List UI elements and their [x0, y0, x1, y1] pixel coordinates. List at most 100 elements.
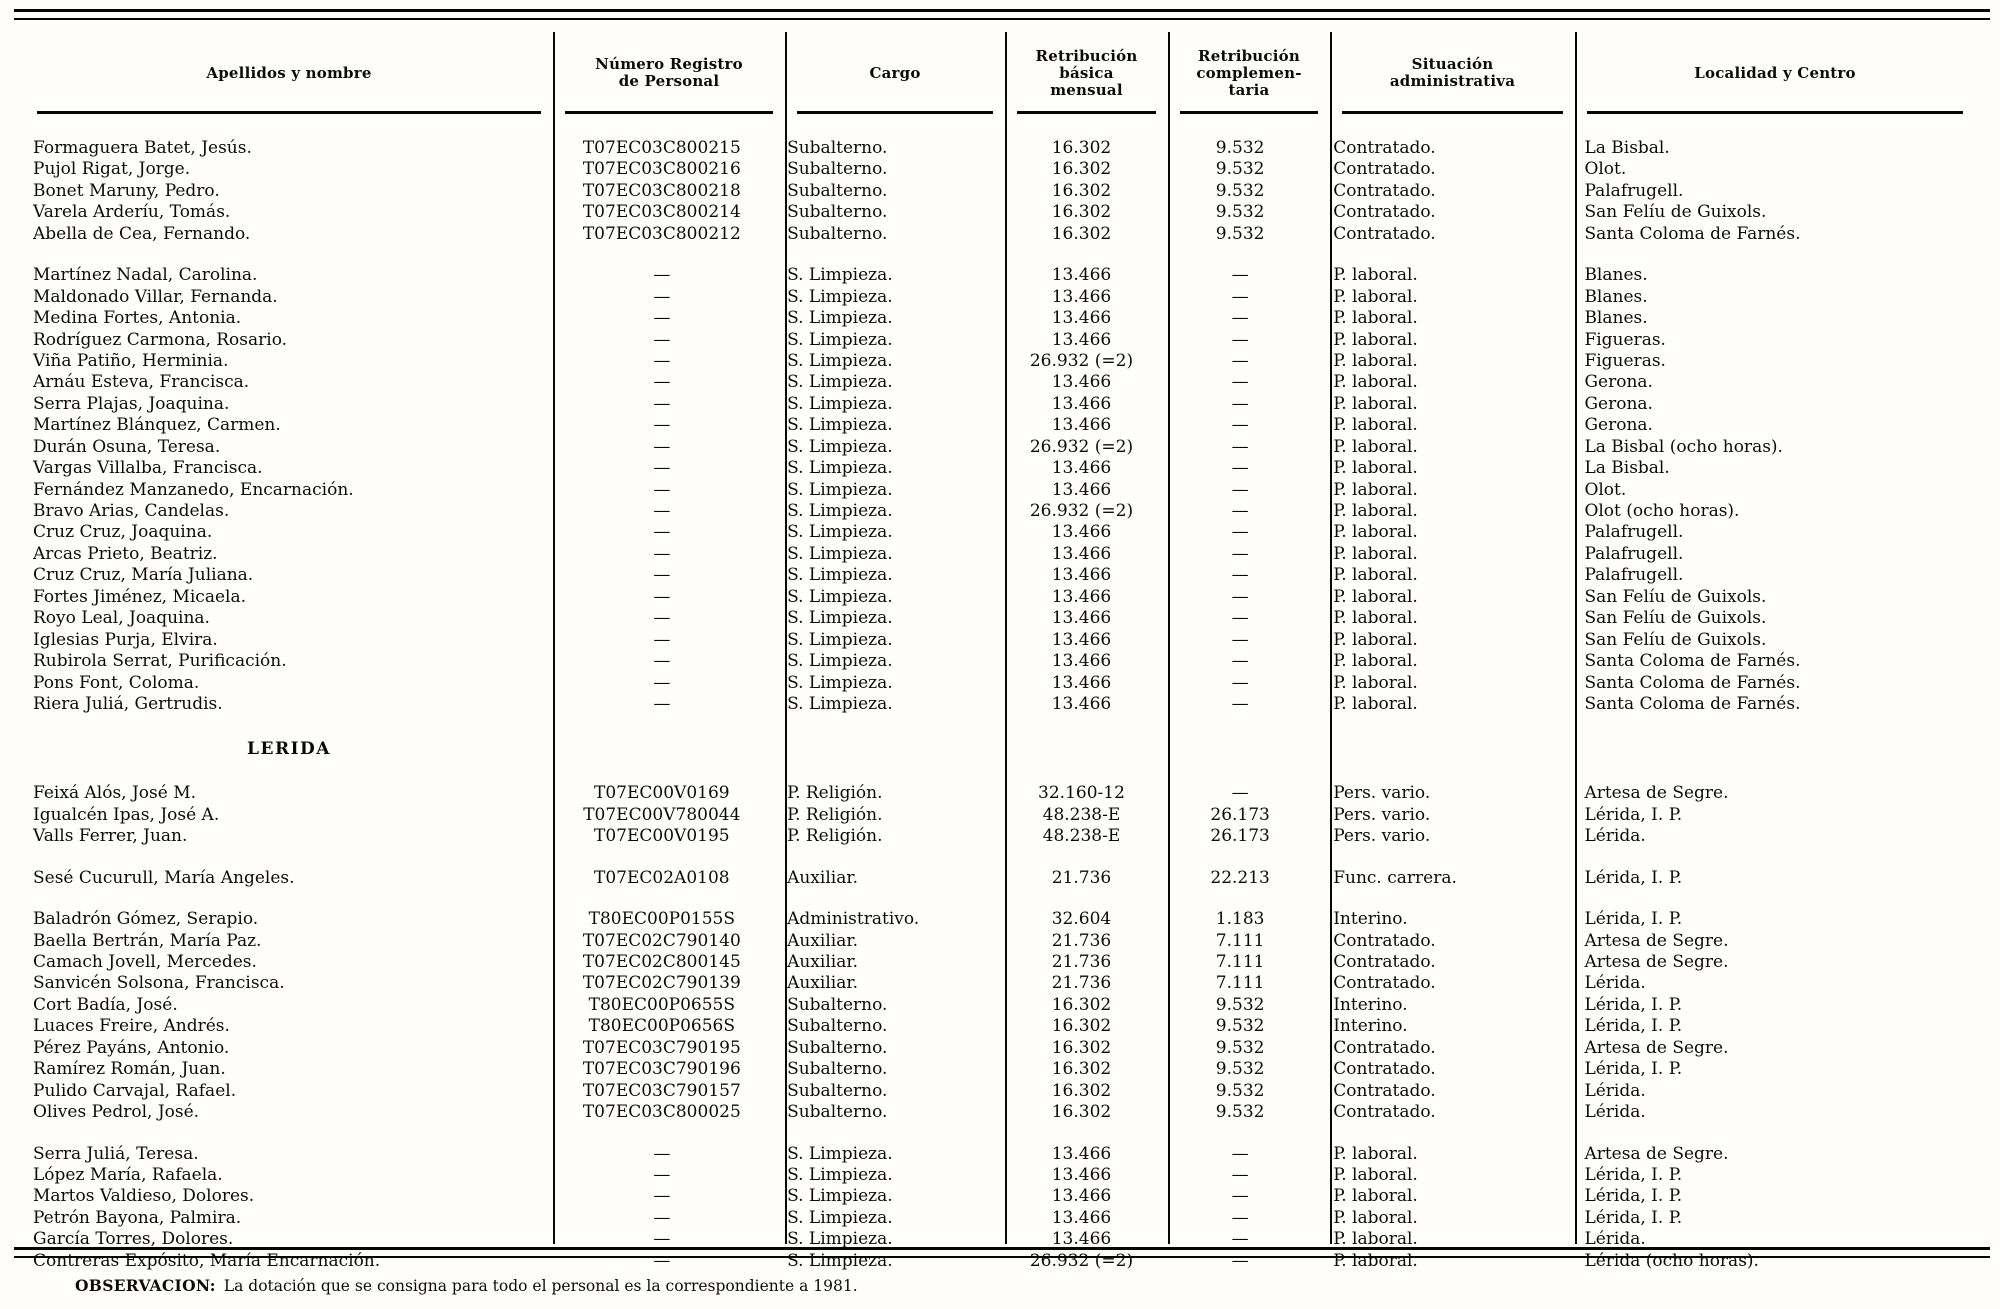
cell-name: Arnáu Esteva, Francisca.	[33, 372, 250, 393]
cell-localidad: Lérida, I. P.	[1584, 994, 1683, 1015]
cell-localidad: La Bisbal (ocho horas).	[1584, 436, 1783, 457]
table-row-group: Martínez Nadal, Carolina. — S. Limpieza. 13…	[25, 265, 1975, 715]
cell-situacion: P. laboral.	[1333, 586, 1418, 607]
cell-registry: —	[653, 693, 671, 714]
cell-registry: T07EC03C790195	[582, 1037, 741, 1058]
cell-localidad: Figueras.	[1584, 329, 1666, 350]
cell-localidad: La Bisbal.	[1584, 138, 1670, 158]
cell-name: Contreras Expósito, María Encarnación.	[33, 1250, 381, 1271]
table-row: Pulido Carvajal, Rafael. T07EC03C790157 Su…	[25, 1081, 1975, 1102]
cell-localidad: Lérida, I. P.	[1584, 1059, 1683, 1080]
cell-registry: —	[653, 522, 671, 543]
cell-cargo: S. Limpieza.	[787, 522, 893, 543]
cell-situacion: Contratado.	[1333, 1059, 1436, 1080]
cell-cargo: S. Limpieza.	[787, 286, 893, 307]
cell-name: Cruz Cruz, María Juliana.	[33, 565, 254, 586]
cell-name: García Torres, Dolores.	[33, 1229, 234, 1250]
cell-basica: 13.466	[1051, 1186, 1112, 1207]
cell-situacion: P. laboral.	[1333, 286, 1418, 307]
table-row: Medina Fortes, Antonia. — S. Limpieza. 13.4…	[25, 308, 1975, 329]
cell-complementaria: —	[1231, 1207, 1249, 1228]
cell-cargo: S. Limpieza.	[787, 672, 893, 693]
cell-registry: —	[653, 1186, 671, 1207]
table-row: Feixá Alós, José M. T07EC00V0169 P. Religi…	[25, 783, 1975, 804]
cell-complementaria: 9.532	[1215, 1059, 1265, 1080]
cell-basica: 13.466	[1051, 329, 1112, 350]
cell-registry: T07EC03C800214	[582, 202, 741, 223]
header-underline	[565, 111, 773, 114]
cell-localidad: Blanes.	[1584, 308, 1648, 329]
table-row: Bonet Maruny, Pedro. T07EC03C800218 Subalt…	[25, 181, 1975, 202]
cell-situacion: Func. carrera.	[1333, 867, 1457, 888]
table-row: Formaguera Batet, Jesús. T07EC03C800215 Su…	[25, 138, 1975, 159]
table-row: Pérez Payáns, Antonio. T07EC03C790195 Suba…	[25, 1038, 1975, 1059]
cell-cargo: S. Limpieza.	[787, 372, 893, 393]
table-row: Vargas Villalba, Francisca. — S. Limpieza.…	[25, 458, 1975, 479]
cell-basica: 13.466	[1051, 308, 1112, 329]
cell-basica: 16.302	[1051, 1059, 1112, 1080]
cell-situacion: P. laboral.	[1333, 608, 1418, 629]
cell-registry: T07EC03C800218	[582, 180, 741, 201]
cell-localidad: Figueras.	[1584, 350, 1666, 371]
cell-basica: 21.736	[1051, 973, 1112, 994]
cell-name: Royo Leal, Joaquina.	[33, 608, 210, 629]
cell-registry: T07EC03C800216	[582, 159, 741, 180]
cell-cargo: Subalterno.	[787, 994, 888, 1015]
cell-registry: T07EC00V0169	[594, 783, 730, 804]
cell-cargo: Subalterno.	[787, 138, 888, 158]
cell-complementaria: 9.532	[1215, 223, 1265, 244]
cell-registry: —	[653, 479, 671, 500]
table-row: Cort Badía, José. T80EC00P0655S Subalterno…	[25, 995, 1975, 1016]
column-header-label: Localidad y Centro	[1694, 63, 1856, 82]
cell-basica: 13.466	[1051, 479, 1112, 500]
cell-complementaria: —	[1231, 1164, 1249, 1185]
cell-registry: T07EC02C790139	[582, 973, 741, 994]
header-underline	[1342, 111, 1563, 114]
cell-situacion: Pers. vario.	[1333, 826, 1431, 847]
cell-complementaria: —	[1231, 308, 1249, 329]
cell-cargo: S. Limpieza.	[787, 308, 893, 329]
cell-basica: 16.302	[1051, 159, 1112, 180]
table-row: García Torres, Dolores. — S. Limpieza. 13.4…	[25, 1229, 1975, 1250]
cell-registry: —	[653, 543, 671, 564]
cell-complementaria: —	[1231, 522, 1249, 543]
cell-cargo: Subalterno.	[787, 180, 888, 201]
cell-cargo: S. Limpieza.	[787, 1250, 893, 1271]
cell-name: Ramírez Román, Juan.	[33, 1059, 226, 1080]
cell-localidad: Palafrugell.	[1584, 522, 1684, 543]
cell-situacion: P. laboral.	[1333, 350, 1418, 371]
cell-name: Arcas Prieto, Beatriz.	[33, 543, 218, 564]
column-header-label: Situación administrativa	[1389, 55, 1516, 90]
cell-complementaria: 26.173	[1210, 804, 1270, 825]
table-row: Contreras Expósito, María Encarnación. — S…	[25, 1251, 1975, 1272]
table-row: Maldonado Villar, Fernanda. — S. Limpieza.…	[25, 287, 1975, 308]
table-row: Rodríguez Carmona, Rosario. — S. Limpieza.…	[25, 330, 1975, 351]
cell-basica: 16.302	[1051, 1080, 1112, 1101]
cell-cargo: S. Limpieza.	[787, 393, 893, 414]
cell-situacion: P. laboral.	[1333, 651, 1418, 672]
cell-basica: 13.466	[1051, 608, 1112, 629]
table-row: Iglesias Purja, Elvira. — S. Limpieza. 13.4…	[25, 630, 1975, 651]
cell-cargo: Administrativo.	[787, 909, 920, 930]
cell-registry: T07EC02C800145	[582, 952, 741, 972]
cell-complementaria: 26.173	[1210, 826, 1270, 847]
section-heading-group: LERIDA	[25, 735, 1975, 763]
cell-complementaria: —	[1231, 651, 1249, 672]
cell-name: Pérez Payáns, Antonio.	[33, 1037, 230, 1058]
cell-situacion: P. laboral.	[1333, 372, 1418, 393]
cell-situacion: Pers. vario.	[1333, 804, 1431, 825]
cell-situacion: Interino.	[1333, 1016, 1408, 1037]
cell-complementaria: 9.532	[1215, 159, 1265, 180]
cell-situacion: P. laboral.	[1333, 329, 1418, 350]
cell-situacion: P. laboral.	[1333, 522, 1418, 543]
cell-cargo: S. Limpieza.	[787, 1143, 893, 1164]
cell-situacion: Contratado.	[1333, 1037, 1436, 1058]
cell-cargo: Subalterno.	[787, 202, 888, 223]
cell-basica: 16.302	[1051, 1037, 1112, 1058]
cell-cargo: S. Limpieza.	[787, 651, 893, 672]
cell-basica: 16.302	[1051, 180, 1112, 201]
cell-basica: 48.238-E	[1042, 826, 1121, 847]
cell-registry: —	[653, 286, 671, 307]
table-row: Bravo Arias, Candelas. — S. Limpieza. 26.93…	[25, 501, 1975, 522]
